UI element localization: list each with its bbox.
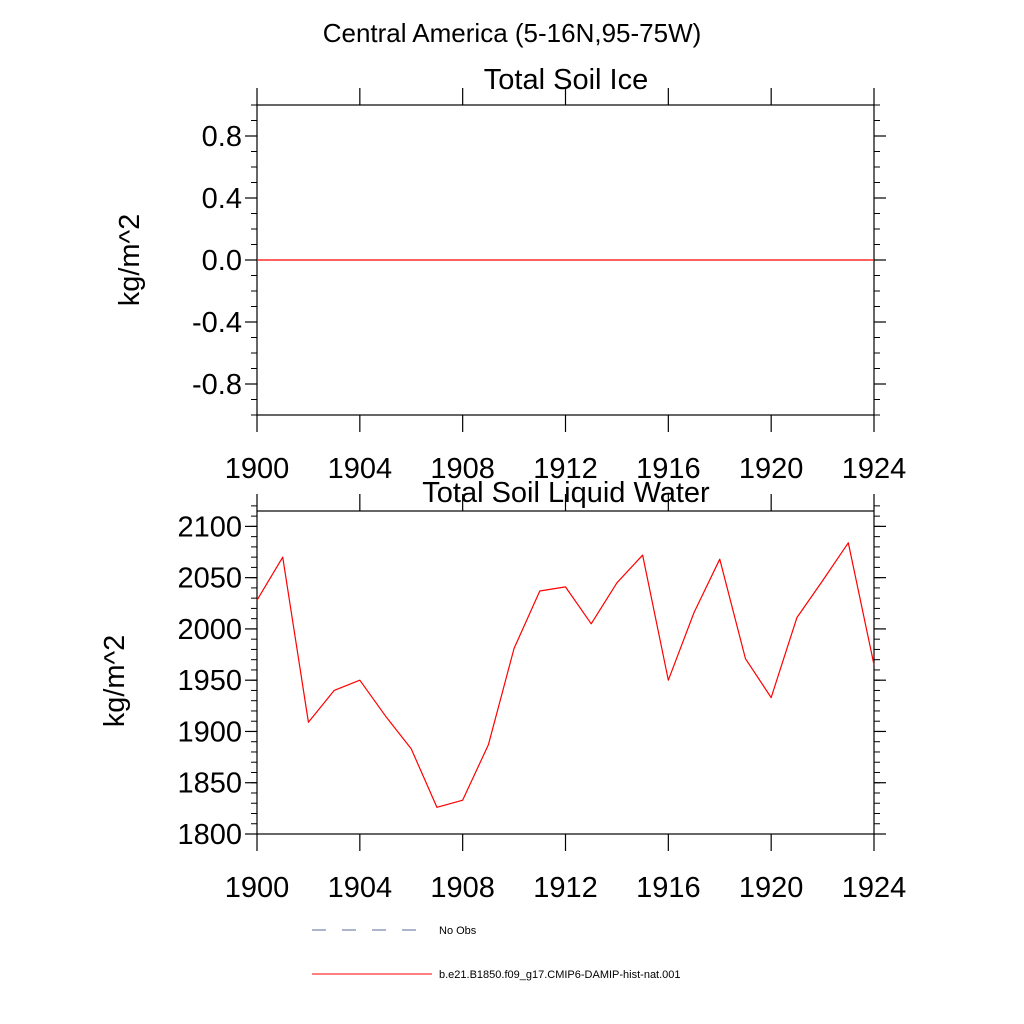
panel-2-x-tick-label: 1920 [739, 872, 804, 904]
panel-2-y-tick-label: 2100 [177, 511, 242, 543]
panel-1-y-tick-label: -0.4 [192, 307, 242, 339]
panel-1-x-tick-label: 1900 [225, 453, 290, 485]
panel-1-y-tick-label: 0.8 [202, 121, 242, 153]
panel-2-marks: 1800 1850 1900 1950 2000 2050 2100 1900 1904 1908… [177, 494, 906, 904]
panel-1-x-tick-label: 1908 [430, 453, 495, 485]
panel-2-plot-frame [256, 510, 875, 835]
panel-2-y-tick-label: 2000 [177, 614, 242, 646]
panel-2-x-tick-label: 1908 [430, 872, 495, 904]
panel-2-title: Total Soil Liquid Water [422, 477, 710, 509]
panel-1-ylabel: kg/m^2 [114, 214, 146, 307]
panel-1-marks: -0.8 -0.4 0.0 0.4 0.8 1900 1904 1908 1912 1916 192… [192, 88, 906, 485]
panel-2-x-tick-label: 1924 [842, 872, 907, 904]
panel-2-series-line [256, 542, 875, 808]
panel-2-y-tick-label: 1950 [177, 665, 242, 697]
panel-2-x-tick-label: 1904 [328, 872, 393, 904]
panel-1-y-tick-label: 0.0 [202, 245, 242, 277]
panel-2-ylabel: kg/m^2 [99, 635, 131, 728]
panel-2-x-tick-label: 1900 [225, 872, 290, 904]
legend-label-no-obs: No Obs [439, 925, 477, 937]
panel-1-x-tick-label: 1920 [739, 453, 804, 485]
panel-total-soil-liquid-water: 1800 1850 1900 1950 2000 2050 2100 1900 1904 1908… [99, 477, 906, 904]
panel-1-y-tick-label: -0.8 [192, 369, 242, 401]
panel-2-y-tick-label: 1850 [177, 768, 242, 800]
panel-2-x-tick-label: 1912 [533, 872, 598, 904]
panel-1-y-tick-label: 0.4 [202, 183, 242, 215]
panel-1-x-tick-label: 1924 [842, 453, 907, 485]
panel-1-x-tick-label: 1916 [636, 453, 701, 485]
panel-total-soil-ice: -0.8 -0.4 0.0 0.4 0.8 1900 1904 1908 1912 1916 192… [114, 64, 906, 485]
panel-2-y-tick-label: 2050 [177, 563, 242, 595]
legend: No Obs b.e21.B1850.f09_g17.CMIP6-DAMIP-h… [312, 925, 681, 981]
legend-label-model: b.e21.B1850.f09_g17.CMIP6-DAMIP-hist-nat… [439, 969, 681, 981]
panel-1-x-tick-label: 1912 [533, 453, 598, 485]
panel-2-y-tick-label: 1900 [177, 716, 242, 748]
panel-1-title: Total Soil Ice [484, 64, 648, 96]
figure-main-title: Central America (5-16N,95-75W) [323, 18, 702, 48]
panel-2-x-tick-label: 1916 [636, 872, 701, 904]
panel-2-y-tick-label: 1800 [177, 819, 242, 851]
panel-1-x-tick-label: 1904 [328, 453, 393, 485]
